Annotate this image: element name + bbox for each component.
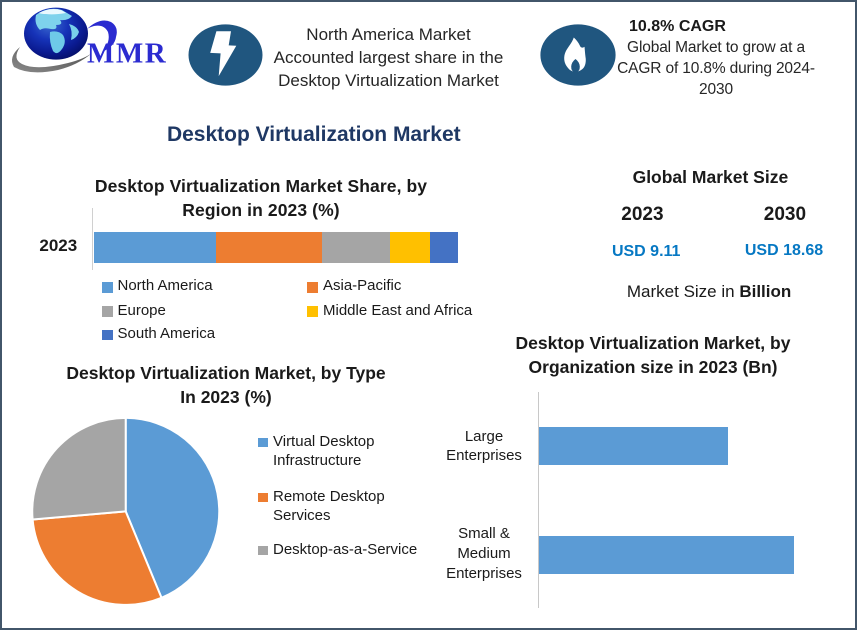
svg-text:MMR: MMR — [87, 38, 167, 70]
